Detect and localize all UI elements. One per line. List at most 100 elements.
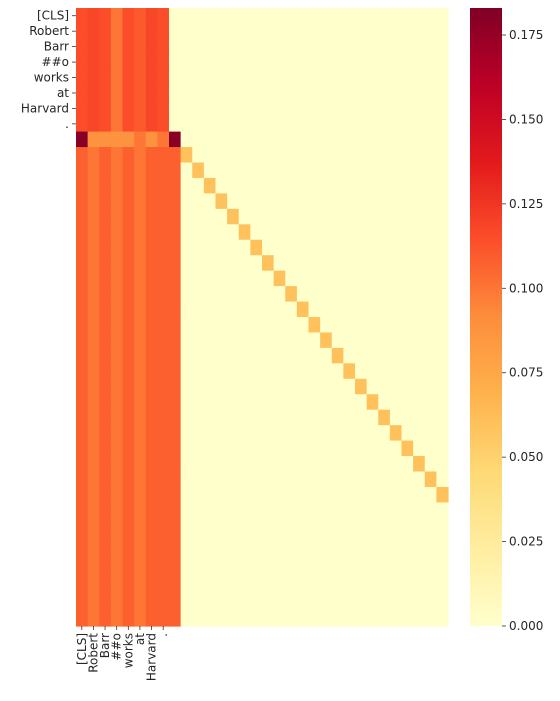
heatmap-cell	[390, 456, 402, 472]
heatmap-cell	[332, 286, 344, 302]
heatmap-cell	[216, 240, 228, 256]
heatmap-cell	[355, 132, 367, 148]
heatmap-cell	[216, 363, 228, 379]
heatmap-cell	[111, 317, 123, 333]
heatmap-cell	[239, 240, 251, 256]
heatmap-cell	[436, 255, 448, 271]
heatmap-cell	[146, 363, 158, 379]
heatmap-cell	[146, 240, 158, 256]
heatmap-cell	[402, 472, 414, 488]
heatmap-cell	[123, 147, 135, 163]
heatmap-cell	[181, 193, 193, 209]
heatmap-cell	[390, 518, 402, 534]
heatmap-cell	[204, 564, 216, 580]
heatmap-cell	[157, 70, 169, 86]
heatmap-cell	[425, 518, 437, 534]
heatmap-cell	[88, 271, 100, 287]
heatmap-cell	[181, 611, 193, 627]
heatmap-cell	[320, 70, 332, 86]
heatmap-cell	[413, 518, 425, 534]
heatmap-cell	[285, 286, 297, 302]
heatmap-cell	[413, 85, 425, 101]
heatmap-cell	[88, 595, 100, 611]
heatmap-cell	[111, 70, 123, 86]
heatmap-cell	[285, 70, 297, 86]
heatmap-cell	[390, 271, 402, 287]
heatmap-cell	[216, 456, 228, 472]
heatmap-cell	[123, 317, 135, 333]
heatmap-cell	[413, 348, 425, 364]
heatmap-cell	[390, 302, 402, 318]
heatmap-cell	[367, 502, 379, 518]
heatmap-cell	[367, 348, 379, 364]
heatmap-cell	[169, 332, 181, 348]
heatmap-cell	[192, 394, 204, 410]
heatmap-cell	[332, 425, 344, 441]
heatmap-cell	[285, 580, 297, 596]
heatmap-cell	[436, 564, 448, 580]
heatmap-cell	[157, 580, 169, 596]
heatmap-cell	[169, 363, 181, 379]
heatmap-cell	[204, 85, 216, 101]
heatmap-cell	[192, 472, 204, 488]
heatmap-cell	[169, 163, 181, 179]
heatmap-cell	[123, 487, 135, 503]
heatmap-cell	[134, 255, 146, 271]
heatmap-cell	[355, 332, 367, 348]
heatmap-cell	[274, 472, 286, 488]
heatmap-cell	[436, 533, 448, 549]
heatmap-cell	[250, 193, 262, 209]
heatmap-cell	[436, 472, 448, 488]
heatmap-cell	[250, 209, 262, 225]
heatmap-cell	[204, 472, 216, 488]
heatmap-cell	[111, 116, 123, 132]
heatmap-cell	[332, 394, 344, 410]
heatmap-cell	[204, 8, 216, 24]
heatmap-cell	[309, 193, 321, 209]
heatmap-cell	[297, 8, 309, 24]
heatmap-cell	[413, 193, 425, 209]
heatmap-cell	[436, 394, 448, 410]
heatmap-cell	[239, 533, 251, 549]
heatmap-cell	[378, 456, 390, 472]
heatmap-cell	[146, 456, 158, 472]
heatmap-cell	[76, 348, 88, 364]
heatmap-cell	[413, 317, 425, 333]
heatmap-cell	[123, 549, 135, 565]
heatmap-cell	[402, 363, 414, 379]
heatmap-cell	[123, 472, 135, 488]
heatmap-cell	[134, 54, 146, 70]
heatmap-cell	[239, 502, 251, 518]
heatmap-cell	[402, 487, 414, 503]
heatmap-cell	[425, 611, 437, 627]
heatmap-cell	[181, 549, 193, 565]
colorbar-tick-label: 0.125	[509, 197, 543, 211]
heatmap-cell	[297, 255, 309, 271]
heatmap-cell	[425, 549, 437, 565]
heatmap-cell	[425, 502, 437, 518]
heatmap-cell	[355, 101, 367, 117]
heatmap-cell	[390, 533, 402, 549]
heatmap-cell	[343, 302, 355, 318]
heatmap-cell	[390, 472, 402, 488]
heatmap-cell	[250, 70, 262, 86]
heatmap-cell	[413, 410, 425, 426]
heatmap-cell	[367, 178, 379, 194]
heatmap-cell	[309, 410, 321, 426]
heatmap-cell	[378, 379, 390, 395]
heatmap-cell	[192, 425, 204, 441]
heatmap-cell	[134, 502, 146, 518]
heatmap-cell	[402, 224, 414, 240]
heatmap-cell	[76, 332, 88, 348]
heatmap-cell	[320, 286, 332, 302]
heatmap-cell	[111, 39, 123, 55]
heatmap-cell	[250, 54, 262, 70]
heatmap-cell	[309, 240, 321, 256]
heatmap-cell	[250, 425, 262, 441]
heatmap-cell	[204, 595, 216, 611]
heatmap-cell	[76, 224, 88, 240]
heatmap-cell	[111, 54, 123, 70]
heatmap-cell	[250, 595, 262, 611]
heatmap-cell	[402, 39, 414, 55]
heatmap-cell	[111, 132, 123, 148]
